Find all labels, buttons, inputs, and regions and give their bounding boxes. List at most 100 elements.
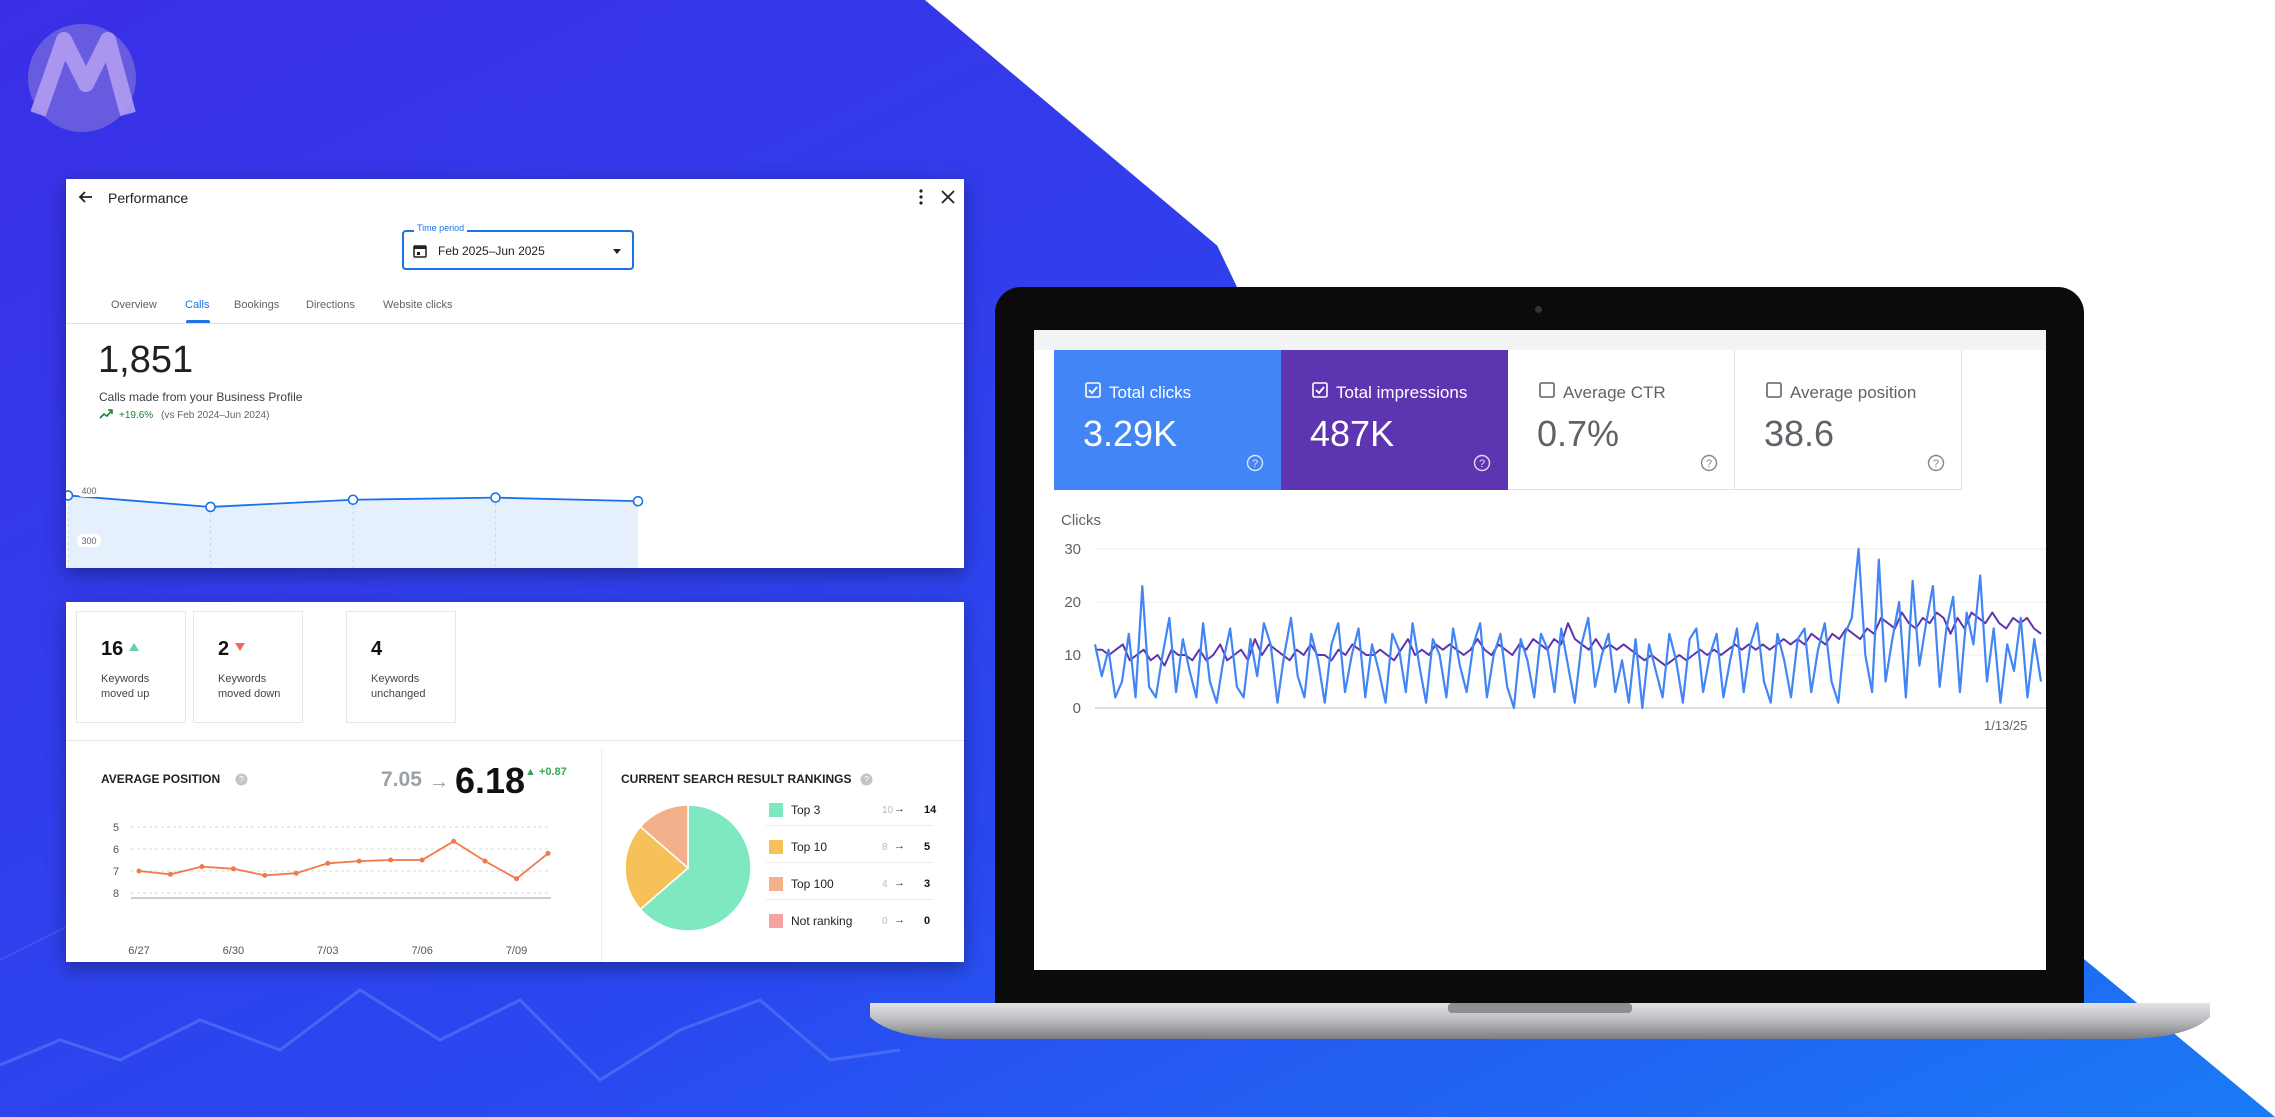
svg-text:?: ?: [1252, 458, 1258, 470]
y-tick-bg: [77, 484, 101, 497]
y-tick-label: 20: [1064, 594, 1081, 611]
checkbox-icon[interactable]: [1539, 382, 1555, 398]
avg-point: [388, 857, 394, 863]
y-tick-label: 30: [1064, 541, 1081, 558]
svg-text:?: ?: [864, 775, 869, 785]
x-tick-label: 6/30: [223, 945, 244, 957]
checkbox-checked-icon[interactable]: [1085, 382, 1101, 398]
ranking-swatch: [769, 914, 783, 928]
avg-point: [356, 858, 362, 864]
keywords-down-card: 2 Keywords moved down: [193, 611, 303, 723]
clicks-series-line: [1095, 611, 2042, 667]
tab-directions[interactable]: Directions: [306, 299, 355, 311]
average-position-delta: ▲ +0.87: [525, 766, 567, 778]
svg-text:?: ?: [1706, 458, 1712, 470]
svg-text:?: ?: [1479, 458, 1485, 470]
average-position-chart: 5 6 7 8 6/27 6/30 7/03 7/06 7/09: [113, 822, 551, 957]
avg-point: [230, 866, 236, 872]
keywords-down-count: 2: [218, 638, 230, 660]
keywords-unchanged-label: Keywords unchanged: [371, 673, 426, 700]
calls-total: 1,851: [98, 339, 194, 381]
avg-point: [167, 871, 173, 877]
ranking-from: 4: [882, 879, 888, 890]
avg-point: [514, 876, 520, 882]
help-icon[interactable]: ?: [1700, 454, 1718, 472]
page-title: Performance: [108, 190, 189, 206]
more-vert-icon[interactable]: [911, 187, 931, 207]
rankings-title: CURRENT SEARCH RESULT RANKINGS: [621, 772, 852, 786]
ranking-label: Top 100: [791, 877, 834, 891]
pie-slice: [639, 804, 752, 932]
brand-logo: [28, 24, 136, 132]
metric-card-average-position[interactable]: Average position 38.6 ?: [1735, 350, 1962, 490]
vertical-divider: [601, 750, 602, 962]
pie-slice: [639, 804, 689, 870]
help-icon[interactable]: ?: [860, 773, 873, 786]
help-icon[interactable]: ?: [235, 773, 248, 786]
x-tick-label: 6/27: [128, 945, 149, 957]
help-icon[interactable]: ?: [1927, 454, 1945, 472]
ranking-swatch: [769, 840, 783, 854]
ranking-row-top100: Top 100 4 → 3: [766, 869, 934, 900]
laptop-base: [870, 1003, 2210, 1039]
avg-point: [482, 858, 488, 864]
calls-point: [632, 495, 644, 507]
metric-card-total-impressions[interactable]: Total impressions 487K ?: [1281, 350, 1508, 490]
time-period-select[interactable]: [402, 230, 634, 270]
ranking-row-not-ranking: Not ranking 0 → 0: [766, 906, 934, 936]
ranking-arrow: →: [894, 803, 905, 815]
ranking-row-top10: Top 10 8 → 5: [766, 832, 934, 863]
tab-overview[interactable]: Overview: [111, 299, 157, 311]
tab-bookings[interactable]: Bookings: [234, 299, 280, 311]
tab-website-clicks[interactable]: Website clicks: [383, 299, 453, 311]
ranking-from: 10: [882, 805, 894, 816]
metric-value: 38.6: [1764, 413, 1835, 454]
close-icon[interactable]: [938, 187, 958, 207]
keywords-up-count: 16: [101, 638, 124, 660]
metric-label: Average CTR: [1563, 383, 1666, 402]
time-period-value: Feb 2025–Jun 2025: [438, 244, 545, 258]
webcam: [1535, 306, 1542, 313]
avg-point: [325, 860, 331, 866]
y-tick-label: 5: [113, 822, 119, 834]
help-icon[interactable]: ?: [1246, 454, 1264, 472]
ranking-from: 0: [882, 916, 888, 927]
ranking-label: Top 10: [791, 840, 828, 854]
tab-calls[interactable]: Calls: [185, 299, 210, 311]
dropdown-caret-icon[interactable]: [612, 246, 622, 256]
y-axis-label: Clicks: [1061, 512, 1101, 529]
calls-chart: 400300200: [66, 484, 644, 568]
x-tick-label: 1/13/25: [1984, 718, 2027, 733]
ranking-arrow: →: [894, 914, 905, 926]
metric-label: Total impressions: [1336, 383, 1468, 402]
ranking-from: 8: [882, 842, 888, 853]
metric-label: Average position: [1790, 383, 1917, 402]
svg-text:?: ?: [1933, 458, 1939, 470]
calls-change: +19.6%: [119, 410, 154, 421]
x-tick-label: 7/03: [317, 945, 338, 957]
metric-card-average-ctr[interactable]: Average CTR 0.7% ?: [1508, 350, 1735, 490]
calls-comparison: (vs Feb 2024–Jun 2024): [161, 410, 270, 421]
ranking-label: Top 3: [791, 803, 821, 817]
keywords-panel: 16 Keywords moved up 2 Keywords moved do…: [66, 602, 964, 962]
metric-value: 487K: [1310, 413, 1395, 454]
average-position-new: 6.18: [455, 760, 526, 801]
average-position-arrow: →: [429, 771, 449, 793]
metric-label: Total clicks: [1109, 383, 1192, 402]
back-arrow-icon[interactable]: [76, 187, 96, 207]
metric-value: 0.7%: [1537, 413, 1620, 454]
checkbox-checked-icon[interactable]: [1312, 382, 1328, 398]
y-tick-label: 0: [1073, 700, 1081, 717]
checkbox-icon[interactable]: [1766, 382, 1782, 398]
metric-card-total-clicks[interactable]: Total clicks 3.29K ?: [1054, 350, 1281, 490]
avg-point: [199, 864, 205, 870]
active-tab-indicator: [186, 320, 210, 323]
keywords-unchanged-count: 4: [371, 638, 383, 660]
ranking-to: 14: [924, 804, 937, 816]
keywords-down-label: Keywords moved down: [218, 673, 281, 700]
time-period-label: Time period: [414, 223, 468, 233]
ranking-arrow: →: [894, 840, 905, 852]
y-tick-label: 6: [113, 844, 119, 856]
avg-point: [262, 872, 268, 878]
help-icon[interactable]: ?: [1473, 454, 1491, 472]
